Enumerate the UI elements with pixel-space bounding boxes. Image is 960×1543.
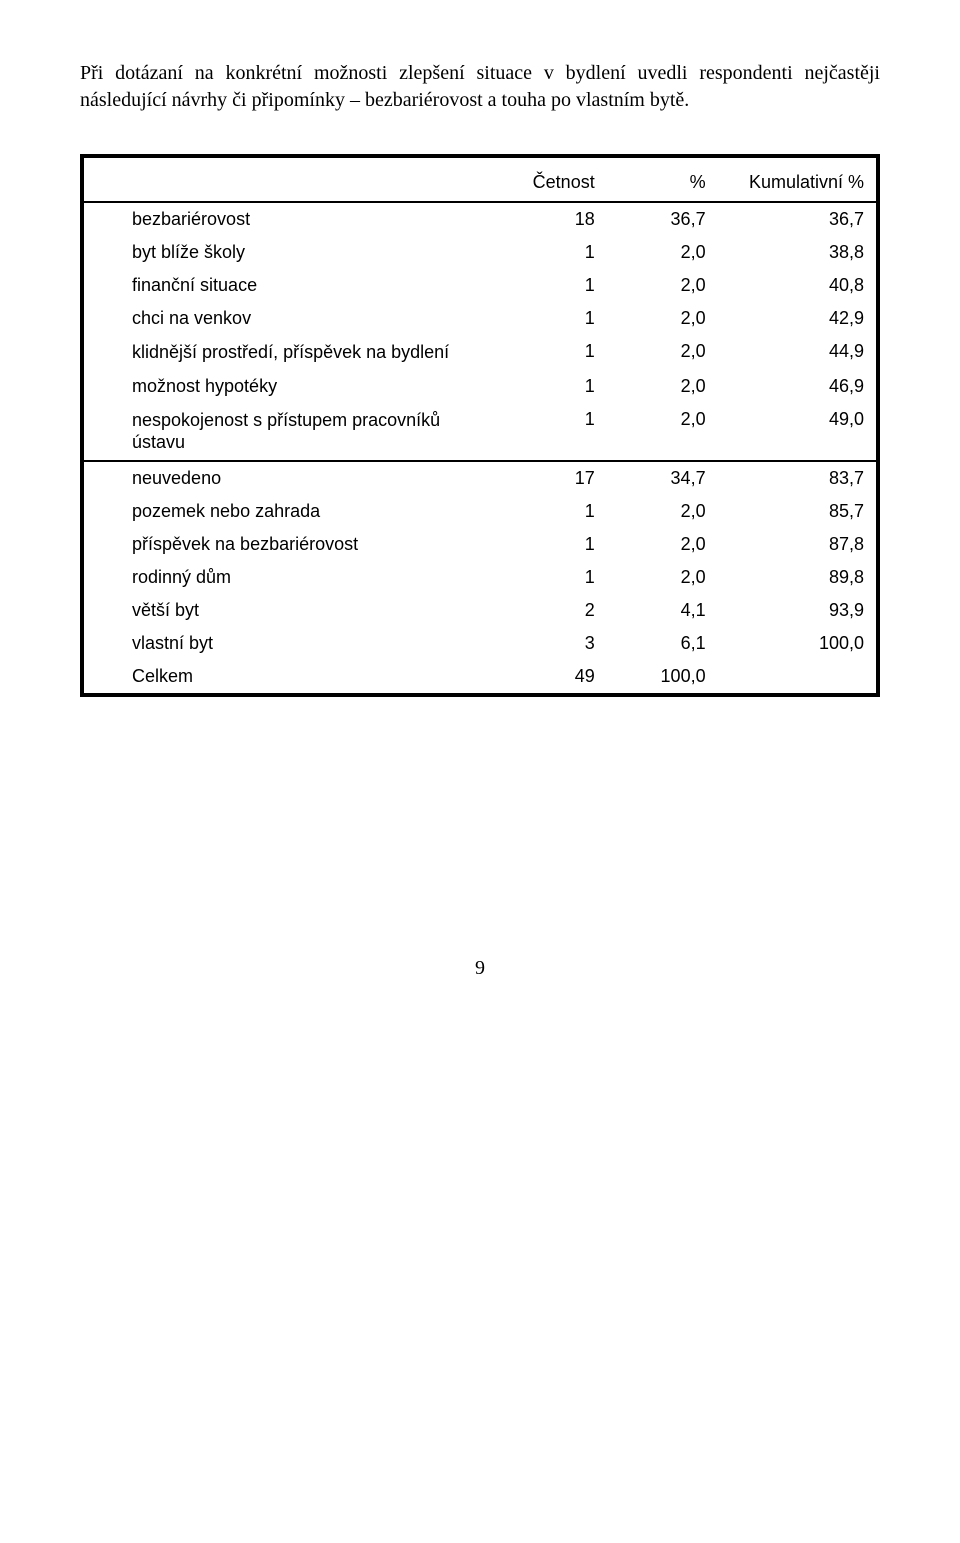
table-row: vlastní byt36,1100,0: [84, 627, 876, 660]
cell-pct: 2,0: [607, 370, 718, 403]
cell-cum: 100,0: [718, 627, 876, 660]
cell-freq: 1: [496, 561, 607, 594]
cell-freq: 2: [496, 594, 607, 627]
cell-label: neuvedeno: [84, 461, 496, 495]
cell-cum: 49,0: [718, 403, 876, 461]
table-row: neuvedeno1734,783,7: [84, 461, 876, 495]
cell-label: příspěvek na bezbariérovost: [84, 528, 496, 561]
cell-cum: 89,8: [718, 561, 876, 594]
table-row: možnost hypotéky12,046,9: [84, 370, 876, 403]
cell-cum: 36,7: [718, 202, 876, 236]
cell-pct: 2,0: [607, 269, 718, 302]
cell-freq: 3: [496, 627, 607, 660]
cell-pct: 2,0: [607, 236, 718, 269]
table-row: Celkem49100,0: [84, 660, 876, 693]
cell-cum: 83,7: [718, 461, 876, 495]
cell-label: rodinný dům: [84, 561, 496, 594]
col-header-label: [84, 158, 496, 202]
cell-freq: 1: [496, 370, 607, 403]
cell-cum: 44,9: [718, 335, 876, 370]
cell-label: bezbariérovost: [84, 202, 496, 236]
table-row: rodinný dům12,089,8: [84, 561, 876, 594]
cell-cum: 42,9: [718, 302, 876, 335]
table-row: byt blíže školy12,038,8: [84, 236, 876, 269]
cell-pct: 2,0: [607, 403, 718, 461]
cell-cum: [718, 660, 876, 693]
table-row: pozemek nebo zahrada12,085,7: [84, 495, 876, 528]
cell-label: možnost hypotéky: [84, 370, 496, 403]
cell-pct: 2,0: [607, 495, 718, 528]
cell-label: finanční situace: [84, 269, 496, 302]
intro-paragraph: Při dotázaní na konkrétní možnosti zlepš…: [80, 60, 880, 114]
col-header-cum: Kumulativní %: [718, 158, 876, 202]
page-number: 9: [80, 957, 880, 980]
cell-pct: 36,7: [607, 202, 718, 236]
cell-freq: 1: [496, 236, 607, 269]
cell-freq: 17: [496, 461, 607, 495]
table-body: bezbariérovost1836,736,7byt blíže školy1…: [84, 202, 876, 693]
table-container: Četnost % Kumulativní % bezbariérovost18…: [80, 154, 880, 697]
cell-freq: 1: [496, 495, 607, 528]
cell-cum: 38,8: [718, 236, 876, 269]
page: Při dotázaní na konkrétní možnosti zlepš…: [0, 0, 960, 1020]
cell-cum: 40,8: [718, 269, 876, 302]
cell-pct: 2,0: [607, 302, 718, 335]
cell-freq: 1: [496, 403, 607, 461]
cell-freq: 49: [496, 660, 607, 693]
cell-label: vlastní byt: [84, 627, 496, 660]
cell-cum: 87,8: [718, 528, 876, 561]
cell-pct: 100,0: [607, 660, 718, 693]
table-row: bezbariérovost1836,736,7: [84, 202, 876, 236]
cell-pct: 6,1: [607, 627, 718, 660]
col-header-pct: %: [607, 158, 718, 202]
table-row: klidnější prostředí, příspěvek na bydlen…: [84, 335, 876, 370]
cell-label: nespokojenost s přístupem pracovníků úst…: [84, 403, 496, 461]
cell-pct: 2,0: [607, 561, 718, 594]
cell-cum: 93,9: [718, 594, 876, 627]
cell-pct: 4,1: [607, 594, 718, 627]
cell-cum: 46,9: [718, 370, 876, 403]
cell-freq: 1: [496, 302, 607, 335]
cell-label: pozemek nebo zahrada: [84, 495, 496, 528]
cell-cum: 85,7: [718, 495, 876, 528]
cell-label: Celkem: [84, 660, 496, 693]
cell-pct: 2,0: [607, 528, 718, 561]
cell-label: větší byt: [84, 594, 496, 627]
col-header-freq: Četnost: [496, 158, 607, 202]
table-header-row: Četnost % Kumulativní %: [84, 158, 876, 202]
cell-freq: 1: [496, 269, 607, 302]
table-row: nespokojenost s přístupem pracovníků úst…: [84, 403, 876, 461]
cell-freq: 18: [496, 202, 607, 236]
table-row: chci na venkov12,042,9: [84, 302, 876, 335]
cell-freq: 1: [496, 528, 607, 561]
cell-label: chci na venkov: [84, 302, 496, 335]
table-row: příspěvek na bezbariérovost12,087,8: [84, 528, 876, 561]
frequency-table: Četnost % Kumulativní % bezbariérovost18…: [84, 158, 876, 693]
table-row: větší byt24,193,9: [84, 594, 876, 627]
cell-label: klidnější prostředí, příspěvek na bydlen…: [84, 335, 496, 370]
cell-freq: 1: [496, 335, 607, 370]
cell-pct: 2,0: [607, 335, 718, 370]
cell-label: byt blíže školy: [84, 236, 496, 269]
table-row: finanční situace12,040,8: [84, 269, 876, 302]
cell-pct: 34,7: [607, 461, 718, 495]
